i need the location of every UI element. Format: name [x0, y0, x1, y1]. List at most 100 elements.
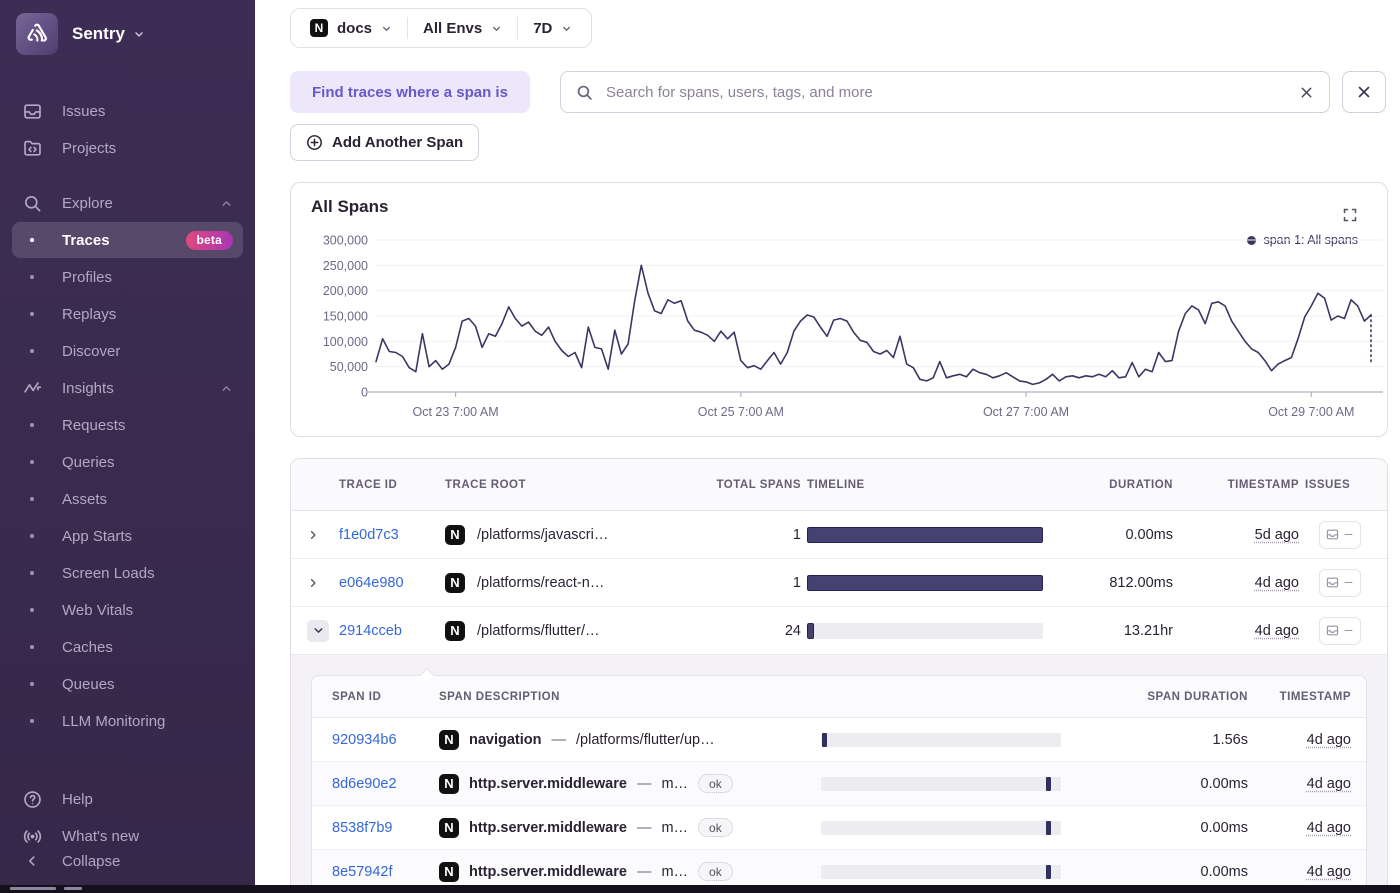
timestamp-link[interactable]: 4d ago — [1306, 731, 1351, 748]
sidebar-item-what-s-new[interactable]: What's new — [12, 818, 243, 854]
separator-dash[interactable]: — — [636, 863, 652, 880]
projects-icon[interactable] — [22, 139, 42, 158]
sidebar-item-help[interactable]: Help — [12, 781, 243, 817]
remove-span-row-button[interactable] — [1342, 71, 1386, 113]
sidebar-item-app-starts[interactable]: App Starts — [12, 518, 243, 554]
timeline-cell[interactable] — [807, 526, 1057, 543]
issues-count-badge[interactable] — [1319, 568, 1361, 597]
environment-filter[interactable]: All Envs — [408, 9, 517, 47]
sidebar-item-label[interactable]: Queues — [62, 675, 115, 693]
span-subtable-header[interactable]: SPAN ID SPAN DESCRIPTION SPAN DURATION TIME… — [312, 676, 1366, 718]
table-row[interactable]: 2914cceb N/platforms/flutter/… 24 13.21hr 4d… — [291, 607, 1387, 655]
trace-root-text[interactable]: /platforms/javascri… — [477, 526, 609, 543]
trace-root-cell[interactable]: N/platforms/flutter/… — [445, 620, 685, 641]
sentry-logo-icon[interactable] — [16, 13, 58, 55]
broadcast-icon[interactable] — [22, 827, 42, 846]
span-description-text[interactable]: m… — [661, 775, 689, 792]
sidebar-section[interactable]: Help What's new — [0, 781, 255, 854]
span-duration-cell[interactable]: 0.00ms — [1200, 775, 1248, 792]
bullet-icon[interactable] — [22, 312, 42, 316]
org-header[interactable]: Sentry — [0, 0, 255, 68]
bullet-icon[interactable] — [22, 423, 42, 427]
sidebar-item-label[interactable]: LLM Monitoring — [62, 712, 166, 730]
span-timeline-tick[interactable] — [822, 732, 828, 747]
duration-cell[interactable]: 0.00ms — [1125, 526, 1173, 543]
issues-cell[interactable] — [1305, 568, 1375, 597]
sidebar-collapse-button[interactable]: Collapse — [12, 843, 243, 879]
nextjs-logo-icon[interactable]: N — [439, 817, 459, 838]
separator-dash[interactable]: — — [636, 819, 652, 836]
column-header-trace-id[interactable]: TRACE ID — [339, 478, 398, 491]
timeline-track[interactable] — [807, 622, 1043, 639]
span-id-link[interactable]: 8538f7b9 — [332, 819, 393, 836]
sidebar-item-label[interactable]: Replays — [62, 305, 117, 323]
sidebar-item-label[interactable]: Assets — [62, 490, 108, 508]
span-column-header-timestamp[interactable]: TIMESTAMP — [1279, 690, 1351, 703]
span-subtable[interactable]: SPAN ID SPAN DESCRIPTION SPAN DURATION TIME… — [311, 667, 1367, 893]
span-id-link[interactable]: 8d6e90e2 — [332, 775, 397, 792]
sidebar-item-screen-loads[interactable]: Screen Loads — [12, 555, 243, 591]
sidebar-item-llm-monitoring[interactable]: LLM Monitoring — [12, 703, 243, 739]
nextjs-logo-icon[interactable]: N — [439, 861, 459, 882]
span-duration-cell[interactable]: 0.00ms — [1200, 863, 1248, 880]
span-op[interactable]: navigation — [469, 731, 542, 748]
span-timestamp-cell[interactable]: 4d ago — [1255, 864, 1351, 880]
timeline-bar[interactable] — [807, 526, 1043, 543]
span-op[interactable]: http.server.middleware — [469, 863, 627, 880]
date-range-filter[interactable]: 7D — [518, 9, 587, 47]
beta-badge[interactable]: beta — [185, 230, 233, 250]
status-ok-badge[interactable]: ok — [698, 818, 733, 837]
span-op[interactable]: http.server.middleware — [469, 775, 627, 792]
bullet-icon[interactable] — [22, 497, 42, 501]
total-spans-cell[interactable]: 1 — [792, 526, 801, 543]
separator-dash[interactable]: — — [636, 775, 652, 792]
total-spans-cell[interactable]: 24 — [784, 622, 801, 639]
expand-cell[interactable] — [307, 529, 333, 541]
span-timeline-cell[interactable] — [821, 864, 1071, 879]
sidebar-item-web-vitals[interactable]: Web Vitals — [12, 592, 243, 628]
timeline-track[interactable] — [807, 526, 1043, 543]
expand-chart-button[interactable] — [1342, 207, 1358, 223]
trace-id-link[interactable]: e064e980 — [339, 574, 404, 591]
issues-count-badge[interactable] — [1319, 616, 1361, 645]
span-timeline-tick[interactable] — [1046, 864, 1052, 879]
bullet-icon[interactable] — [22, 645, 42, 649]
bullet-icon[interactable] — [22, 608, 42, 612]
span-timeline-track[interactable] — [821, 732, 1061, 747]
sidebar-item-label[interactable]: Insights — [62, 379, 114, 397]
bullet-icon[interactable] — [22, 682, 42, 686]
help-icon[interactable] — [22, 790, 42, 809]
duration-cell[interactable]: 13.21hr — [1123, 622, 1173, 639]
sidebar-item-label[interactable]: Screen Loads — [62, 564, 155, 582]
expand-cell[interactable] — [307, 577, 333, 589]
timeline-bar[interactable] — [807, 622, 815, 639]
span-op[interactable]: http.server.middleware — [469, 819, 627, 836]
sidebar-item-label[interactable]: Requests — [62, 416, 126, 434]
collapse-row-button[interactable] — [307, 619, 329, 642]
separator-dash[interactable]: — — [551, 731, 567, 748]
span-description-text[interactable]: /platforms/flutter/up… — [576, 731, 715, 748]
column-header-duration[interactable]: DURATION — [1109, 478, 1173, 491]
trace-root-cell[interactable]: N/platforms/react-n… — [445, 572, 685, 593]
duration-cell[interactable]: 812.00ms — [1109, 574, 1173, 591]
issues-count-badge[interactable] — [1319, 520, 1361, 549]
column-header-trace-root[interactable]: TRACE ROOT — [445, 478, 527, 491]
sidebar-item-projects[interactable]: Projects — [12, 130, 243, 166]
expand-cell[interactable] — [307, 619, 333, 642]
sidebar-item-label[interactable]: App Starts — [62, 527, 133, 545]
timestamp-cell[interactable]: 4d ago — [1179, 575, 1299, 591]
chevron-up-icon[interactable] — [220, 197, 233, 210]
expanded-trace-panel[interactable]: SPAN ID SPAN DESCRIPTION SPAN DURATION TIME… — [291, 655, 1387, 893]
timestamp-link[interactable]: 5d ago — [1254, 526, 1299, 543]
sidebar-item-label[interactable]: Traces — [62, 231, 110, 249]
sidebar-item-label[interactable]: Caches — [62, 638, 113, 656]
span-id-link[interactable]: 8e57942f — [332, 863, 393, 880]
sidebar-item-label[interactable]: Web Vitals — [62, 601, 134, 619]
trace-id-link[interactable]: 2914cceb — [339, 622, 402, 639]
add-another-span-button[interactable]: Add Another Span — [290, 124, 480, 161]
sidebar-item-traces[interactable]: Traces beta — [12, 222, 243, 258]
span-column-header-span-duration[interactable]: SPAN DURATION — [1147, 690, 1248, 703]
